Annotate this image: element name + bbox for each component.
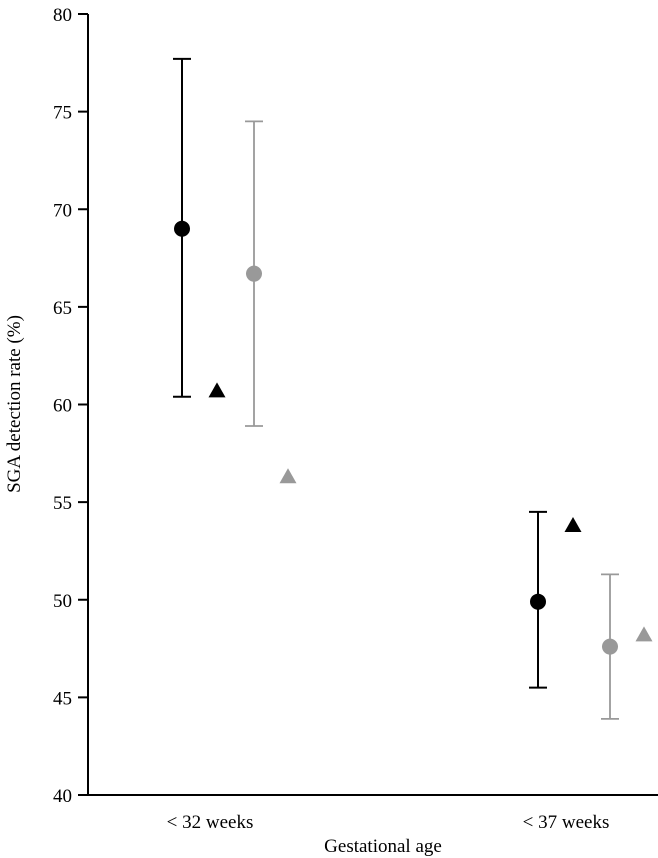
x-tick-label: < 32 weeks bbox=[167, 812, 254, 833]
y-tick-label: 45 bbox=[53, 688, 72, 709]
x-ticks: < 32 weeks < 37 weeks bbox=[167, 812, 610, 833]
axes bbox=[87, 14, 658, 796]
data-marks bbox=[173, 57, 653, 720]
y-tick-label: 70 bbox=[53, 200, 72, 221]
y-tick-label: 65 bbox=[53, 298, 72, 319]
y-ticks: 40 45 50 55 60 65 70 75 80 bbox=[53, 5, 88, 807]
data-point-circle bbox=[530, 593, 546, 610]
data-point-triangle bbox=[635, 626, 653, 642]
y-axis-label: SGA detection rate (%) bbox=[4, 315, 25, 493]
data-point-triangle bbox=[208, 382, 226, 398]
y-tick-label: 50 bbox=[53, 591, 72, 612]
y-tick-label: 55 bbox=[53, 493, 72, 514]
y-tick-label: 80 bbox=[53, 5, 72, 26]
y-tick-label: 60 bbox=[53, 396, 72, 417]
x-tick-label: < 37 weeks bbox=[523, 812, 610, 833]
data-point-circle bbox=[174, 220, 190, 237]
x-axis-label: Gestational age bbox=[324, 836, 442, 857]
y-tick-label: 40 bbox=[53, 786, 72, 807]
data-point-triangle bbox=[279, 468, 297, 484]
y-tick-label: 75 bbox=[53, 103, 72, 124]
data-point-circle bbox=[602, 638, 618, 655]
data-point-triangle bbox=[564, 517, 582, 533]
data-point-circle bbox=[246, 265, 262, 282]
